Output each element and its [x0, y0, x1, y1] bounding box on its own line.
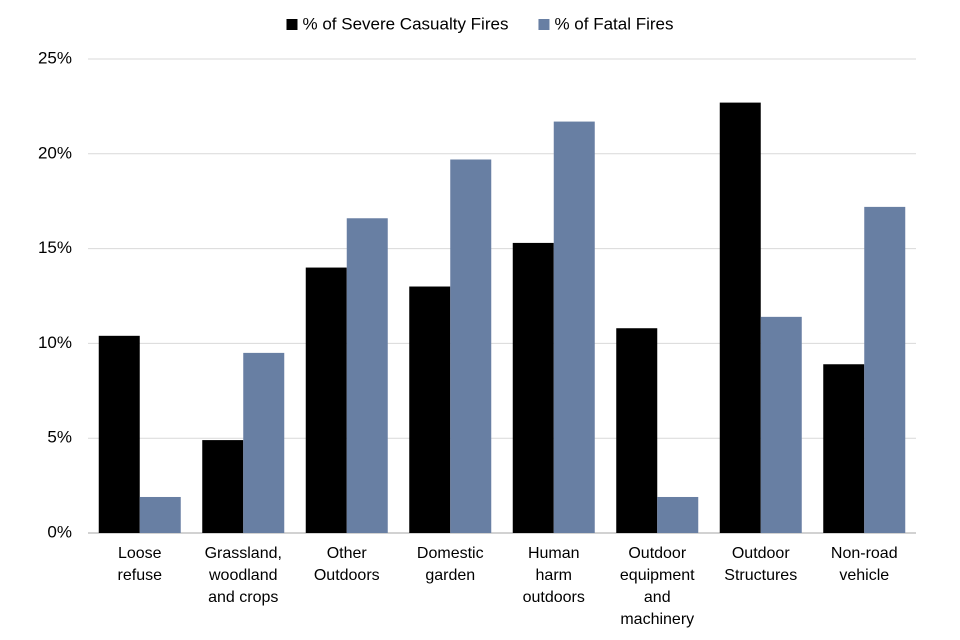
bar	[512, 242, 554, 534]
bar	[553, 121, 595, 534]
x-tick-label: Non-road vehicle	[830, 545, 898, 584]
legend-swatch	[286, 19, 298, 30]
legend-swatch	[538, 19, 550, 30]
bar	[616, 328, 658, 533]
legend-label: % of Fatal Fires	[554, 14, 673, 33]
y-tick-label: 5%	[47, 428, 72, 447]
x-tick-label: Other Outdoors	[313, 545, 380, 584]
y-tick-label: 0%	[47, 522, 72, 541]
bar	[98, 335, 140, 533]
bar	[305, 267, 347, 533]
legend-label: % of Severe Casualty Fires	[302, 14, 508, 33]
bar	[139, 496, 181, 533]
bar	[409, 286, 451, 533]
bar	[760, 316, 802, 533]
y-tick-label: 20%	[38, 143, 72, 162]
x-tick-label: Outdoor Structures	[724, 545, 798, 584]
bar	[823, 364, 865, 533]
y-tick-label: 25%	[38, 48, 72, 67]
x-tick-label: Human harm outdoors	[522, 545, 585, 606]
bar	[719, 102, 761, 533]
x-tick-label: Grassland, woodland and crops	[204, 545, 282, 606]
y-tick-label: 15%	[38, 238, 72, 257]
bar	[657, 496, 699, 533]
bar	[864, 206, 906, 533]
y-tick-label: 10%	[38, 333, 72, 352]
bar	[202, 440, 244, 533]
x-tick-label: Loose refuse	[117, 545, 162, 584]
bar	[346, 218, 388, 533]
bar	[450, 159, 492, 533]
x-tick-label: Outdoor equipment and machinery	[619, 545, 695, 628]
x-tick-label: Domestic garden	[416, 545, 484, 584]
bar	[243, 352, 285, 533]
